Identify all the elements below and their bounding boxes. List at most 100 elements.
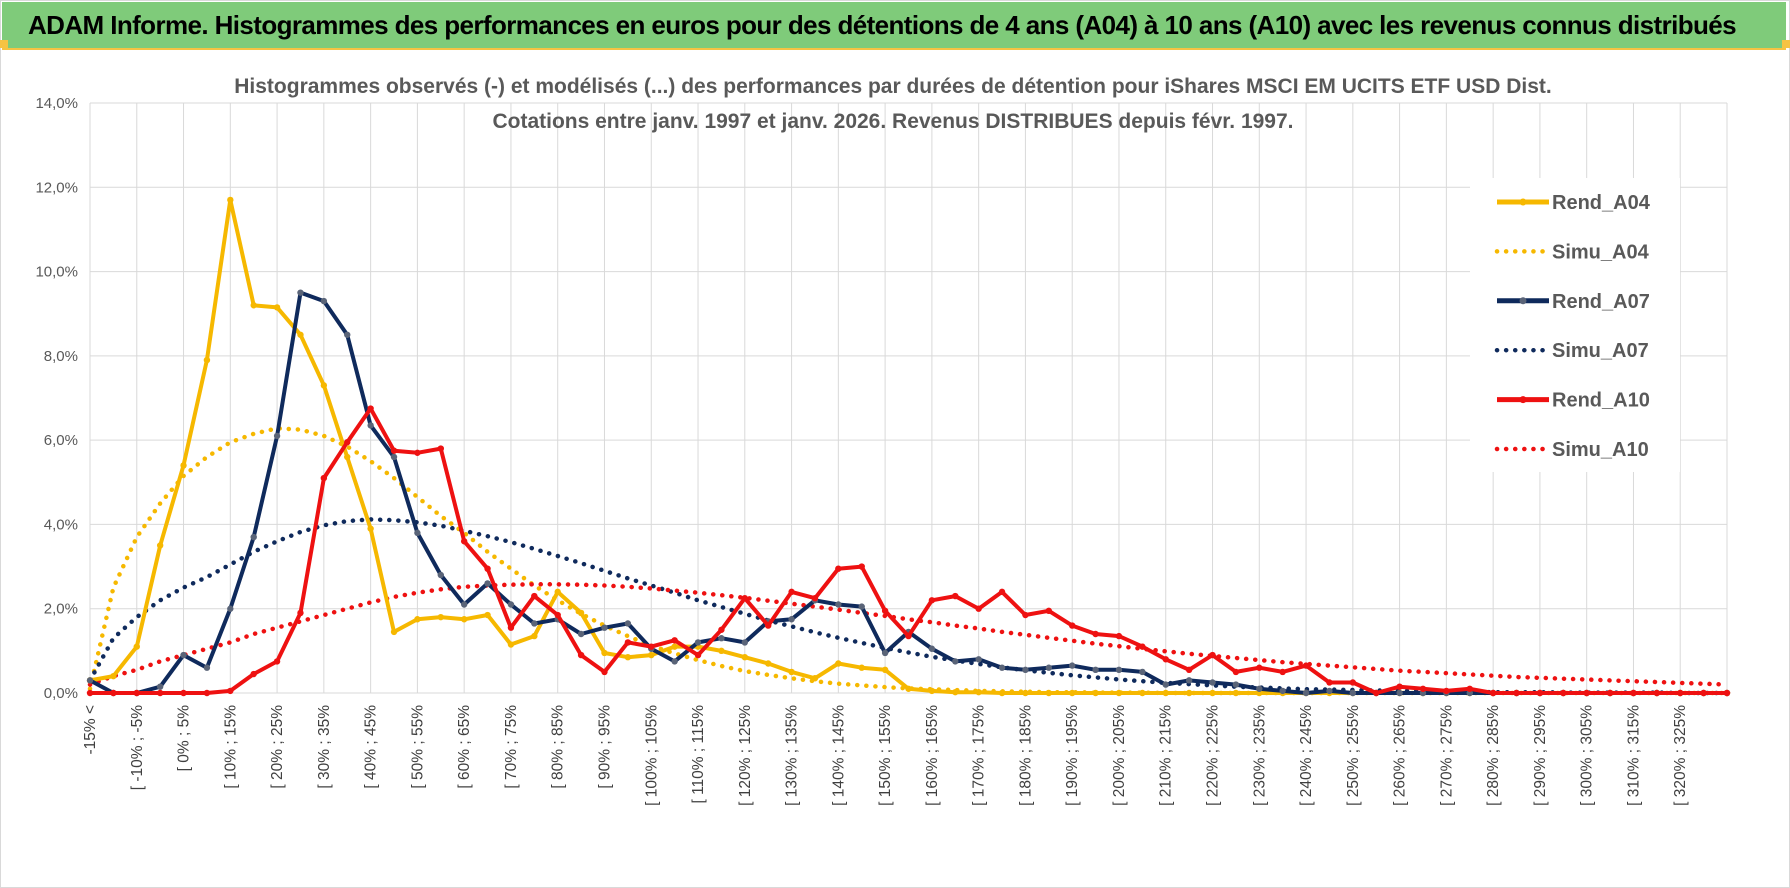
data-point — [1583, 689, 1590, 697]
data-point — [694, 639, 702, 646]
data-point — [1139, 643, 1146, 650]
x-tick-label: [ 80% ; 85% — [550, 705, 567, 789]
x-tick-label: [ 90% ; 95% — [596, 705, 613, 789]
data-point — [367, 422, 374, 429]
data-point — [718, 635, 725, 642]
x-tick-label: [ 200% ; 205% — [1111, 705, 1128, 806]
data-point — [835, 601, 842, 608]
data-point — [952, 658, 959, 665]
data-point — [881, 649, 889, 657]
data-point — [998, 689, 1006, 697]
data-point — [110, 672, 117, 680]
data-point — [1677, 689, 1684, 697]
data-point — [1466, 685, 1473, 692]
data-point — [741, 594, 748, 602]
data-point — [1185, 689, 1193, 697]
data-point — [1162, 681, 1169, 688]
data-point — [577, 651, 585, 659]
x-tick-label: [ 50% ; 55% — [409, 705, 426, 789]
data-point — [1232, 681, 1240, 688]
data-point — [203, 689, 211, 697]
data-point — [414, 449, 421, 456]
y-tick-label: 12,0% — [35, 179, 78, 196]
x-tick-label: [ 240% ; 245% — [1298, 705, 1315, 806]
legend-marker — [1519, 297, 1527, 305]
data-point — [788, 668, 795, 676]
legend-label: Simu_A10 — [1552, 439, 1649, 461]
data-point — [273, 658, 281, 665]
x-axis-ticks: -15% < [ -10% ; -5% [ 0% ; 5% [ 10% ; 15% [ … — [82, 705, 1689, 806]
data-point — [1723, 689, 1731, 697]
data-point — [952, 688, 959, 696]
data-point — [460, 601, 468, 608]
legend-item-Rend_A10: Rend_A10 — [1497, 390, 1650, 412]
y-tick-label: 2,0% — [44, 601, 78, 618]
legend-item-Simu_A04: Simu_A04 — [1494, 241, 1650, 263]
data-point — [928, 687, 936, 695]
data-point — [180, 651, 187, 659]
data-point — [1489, 689, 1497, 697]
data-point — [460, 616, 468, 623]
data-point — [484, 580, 491, 587]
data-point — [554, 588, 561, 596]
data-point — [648, 651, 655, 659]
data-point — [975, 688, 982, 696]
title-banner: ADAM Informe. Histogrammes des performan… — [2, 2, 1786, 50]
x-tick-label: [ 320% ; 325% — [1672, 705, 1689, 806]
x-tick-label: [ 310% ; 315% — [1625, 705, 1642, 806]
data-point — [858, 664, 865, 671]
data-point — [390, 628, 398, 636]
data-point — [390, 447, 398, 454]
y-tick-label: 4,0% — [44, 516, 78, 533]
data-point — [250, 302, 257, 309]
data-point — [1069, 662, 1076, 669]
series-line — [87, 426, 1730, 696]
x-tick-label: [ 100% ; 105% — [643, 705, 660, 806]
x-tick-label: [ 60% ; 65% — [456, 705, 473, 789]
data-point — [928, 597, 936, 604]
data-point — [998, 664, 1006, 671]
data-point — [437, 445, 444, 452]
data-point — [507, 601, 515, 608]
x-tick-label: [ 160% ; 165% — [924, 705, 941, 806]
data-point — [671, 637, 678, 644]
data-point — [367, 525, 374, 532]
data-point — [1513, 689, 1520, 697]
y-tick-label: 0,0% — [44, 685, 78, 702]
data-point — [788, 588, 795, 596]
series-line — [87, 517, 1730, 696]
x-tick-label: [ 270% ; 275% — [1438, 705, 1455, 806]
data-point — [414, 616, 421, 623]
data-point — [718, 626, 725, 633]
data-point — [577, 609, 585, 617]
data-point — [460, 538, 468, 545]
data-point — [952, 592, 959, 600]
data-point — [227, 605, 234, 612]
data-point — [1302, 689, 1310, 697]
legend-marker — [1519, 396, 1527, 404]
data-point — [1443, 687, 1450, 695]
data-point — [1396, 689, 1403, 697]
data-point — [133, 689, 140, 697]
legend-marker — [1519, 198, 1527, 206]
corner-mark-left — [0, 40, 8, 48]
data-point — [1139, 668, 1146, 676]
data-point — [858, 563, 865, 570]
data-point — [367, 405, 374, 412]
data-point — [203, 664, 211, 671]
series-Simu_A10 — [87, 582, 1730, 687]
data-point — [203, 356, 211, 364]
data-point — [1326, 679, 1333, 686]
data-point — [998, 588, 1006, 596]
data-point — [577, 630, 585, 638]
data-point — [86, 689, 94, 697]
data-point — [156, 542, 164, 549]
data-point — [250, 670, 257, 678]
legend: Rend_A04 Simu_A04 Rend_A07 Simu_A07 Rend_A10… — [1494, 192, 1651, 461]
data-point — [741, 653, 748, 661]
data-point — [437, 613, 444, 621]
x-tick-label: [ 110% ; 115% — [690, 705, 707, 804]
data-point — [671, 643, 678, 650]
data-point — [180, 689, 187, 697]
